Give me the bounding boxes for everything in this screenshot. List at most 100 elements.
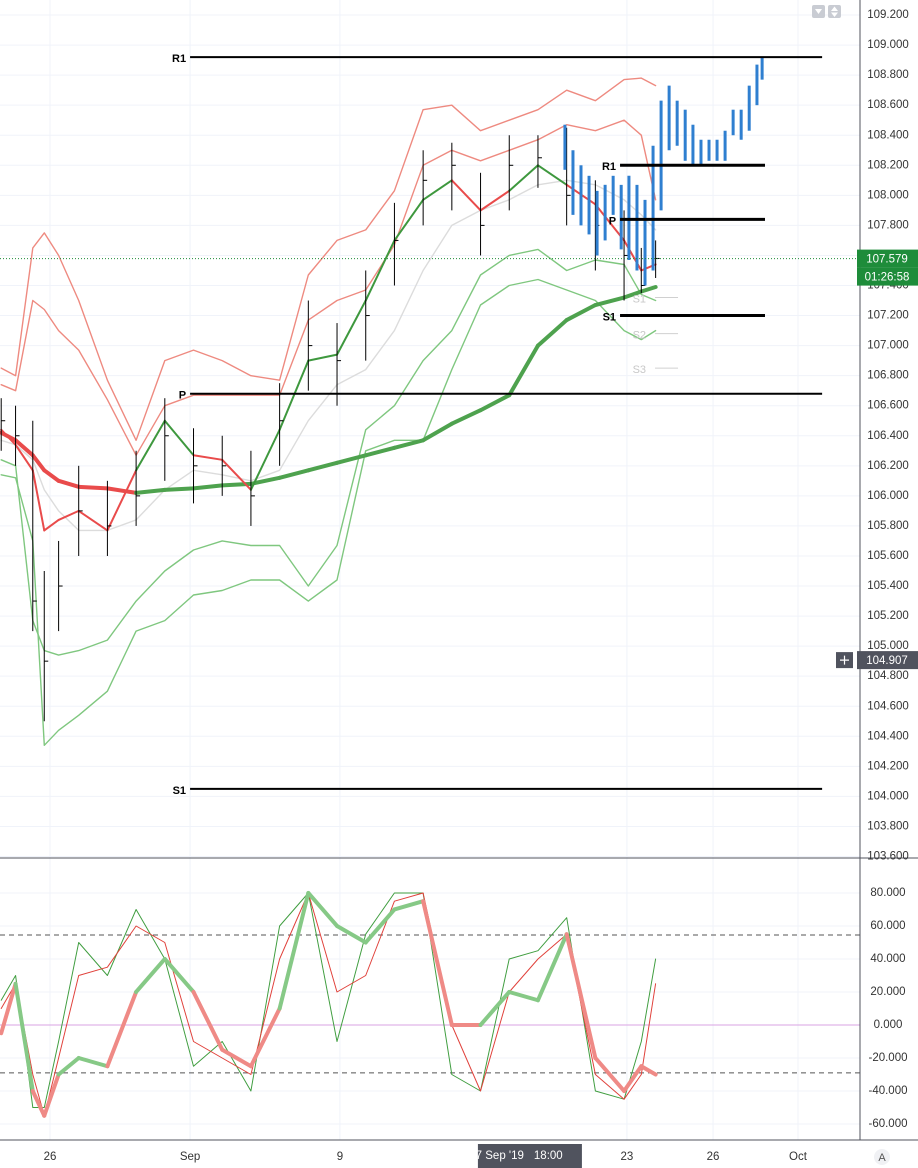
- x-tick-label: Oct: [789, 1151, 808, 1163]
- y-tick-label: 108.600: [867, 99, 909, 111]
- oscillator-line: [248, 1006, 282, 1069]
- oscillator-line: [30, 1088, 47, 1118]
- y-tick-label: 105.200: [867, 610, 909, 622]
- oscillator-line: [392, 899, 426, 912]
- y-tick-label: 105.400: [867, 580, 909, 592]
- oscillator-line: [363, 907, 397, 945]
- pivot-label: S1: [603, 311, 616, 323]
- y-tick-label: 106.800: [867, 370, 909, 382]
- oscillator-line: [507, 989, 540, 1003]
- x-tick-label: 23: [621, 1151, 634, 1163]
- y2-tick-label: -40.000: [868, 1085, 907, 1097]
- y-tick-label: 109.200: [867, 9, 909, 21]
- y2-tick-label: 0.000: [874, 1019, 903, 1031]
- indicator-line: [76, 484, 110, 491]
- oscillator-line: [639, 1064, 658, 1077]
- y2-tick-label: 80.000: [870, 887, 905, 899]
- y-tick-label: 105.000: [867, 640, 909, 652]
- indicator-line: [306, 460, 340, 473]
- indicator-line: [162, 486, 196, 492]
- y-tick-label: 106.400: [867, 430, 909, 442]
- indicator-line: [56, 478, 81, 489]
- plot: R1 P S1 R1 P S1 S1 S2 S3: [0, 53, 860, 1118]
- auto-scale-button[interactable]: [874, 1149, 890, 1165]
- oscillator-line: [277, 890, 311, 1011]
- oscillator-line: [42, 1072, 61, 1118]
- x-tick-label: Sep: [180, 1151, 200, 1163]
- last-price-box: [857, 249, 918, 268]
- indicator-line: [31, 469, 46, 532]
- crosshair-time-label: 18:00: [534, 1150, 563, 1162]
- oscillator-line: [421, 899, 454, 1027]
- indicator-line: [479, 189, 511, 212]
- indicator-line: [364, 239, 396, 302]
- oscillator-line: [306, 890, 340, 928]
- indicator-line: [277, 468, 311, 480]
- oscillator-line: [134, 956, 167, 994]
- pivot-label: S2: [633, 329, 646, 341]
- indicator-line: [508, 164, 539, 192]
- band-line: [0, 248, 657, 656]
- indicator-line: [335, 453, 368, 465]
- y-tick-label: 109.000: [867, 39, 909, 51]
- indicator-line: [363, 445, 397, 458]
- crosshair-date-label: 17 Sep '19: [469, 1150, 524, 1162]
- indicator-line: [639, 285, 658, 294]
- last-price-label: 107.579: [866, 254, 908, 266]
- y-tick-label: 107.000: [867, 340, 909, 352]
- crosshair-icon: [840, 655, 849, 665]
- oscillator-line: [191, 989, 225, 1052]
- oscillator-line: [593, 1055, 627, 1093]
- y-tick-label: 104.600: [867, 700, 909, 712]
- oscillator-line: [0, 981, 18, 1036]
- y-tick-label: 104.400: [867, 730, 909, 742]
- oscillator-line: [220, 1047, 253, 1069]
- y-tick-label: 108.000: [867, 189, 909, 201]
- y-tick-label: 108.200: [867, 159, 909, 171]
- indicator-line: [422, 179, 453, 201]
- oscillator-line: [478, 989, 512, 1027]
- indicator-line: [77, 509, 109, 532]
- y-tick-label: 104.200: [867, 760, 909, 772]
- countdown-label: 01:26:58: [865, 272, 910, 284]
- x-tick-label: 26: [44, 1151, 57, 1163]
- indicator-line: [336, 299, 367, 356]
- scale-up-button[interactable]: [828, 5, 841, 18]
- indicator-line: [134, 487, 167, 495]
- indicator-line: [450, 179, 482, 212]
- y2-tick-label: 60.000: [870, 920, 905, 932]
- band-line: [0, 278, 657, 746]
- indicator-line: [593, 295, 627, 308]
- indicator-line: [278, 359, 310, 431]
- y-tick-label: 105.600: [867, 550, 909, 562]
- y-tick-label: 104.800: [867, 670, 909, 682]
- oscillator-line: [162, 956, 196, 994]
- y-tick-label: 106.600: [867, 400, 909, 412]
- indicator-line: [42, 468, 61, 483]
- auto-scale-label[interactable]: A: [878, 1152, 886, 1164]
- indicator-line: [478, 393, 512, 413]
- icon: [831, 6, 838, 17]
- pivot-label: R1: [172, 53, 186, 65]
- indicator-line: [594, 203, 626, 242]
- oscillator-line: [56, 1055, 81, 1077]
- crosshair-price-label: 104.907: [866, 655, 908, 667]
- indicator-line: [622, 289, 644, 300]
- pivot-label: P: [609, 215, 616, 227]
- indicator-line: [13, 438, 35, 458]
- indicator-line: [191, 483, 225, 491]
- scale-buttons[interactable]: [812, 5, 841, 18]
- indicator-line: [106, 469, 138, 532]
- y-tick-label: 108.800: [867, 69, 909, 81]
- crosshair-price-box: [857, 651, 918, 670]
- y2-tick-label: 20.000: [870, 986, 905, 998]
- indicator-line: [536, 164, 568, 186]
- oscillator-line: [105, 989, 139, 1069]
- y-tick-label: 104.000: [867, 790, 909, 802]
- indicator-line: [248, 475, 282, 486]
- pivot-label: S1: [633, 293, 646, 305]
- y-tick-label: 108.400: [867, 129, 909, 141]
- pivot-label: P: [179, 390, 186, 402]
- oscillator-line: [13, 981, 35, 1093]
- crosshair-date-box: [477, 1144, 582, 1168]
